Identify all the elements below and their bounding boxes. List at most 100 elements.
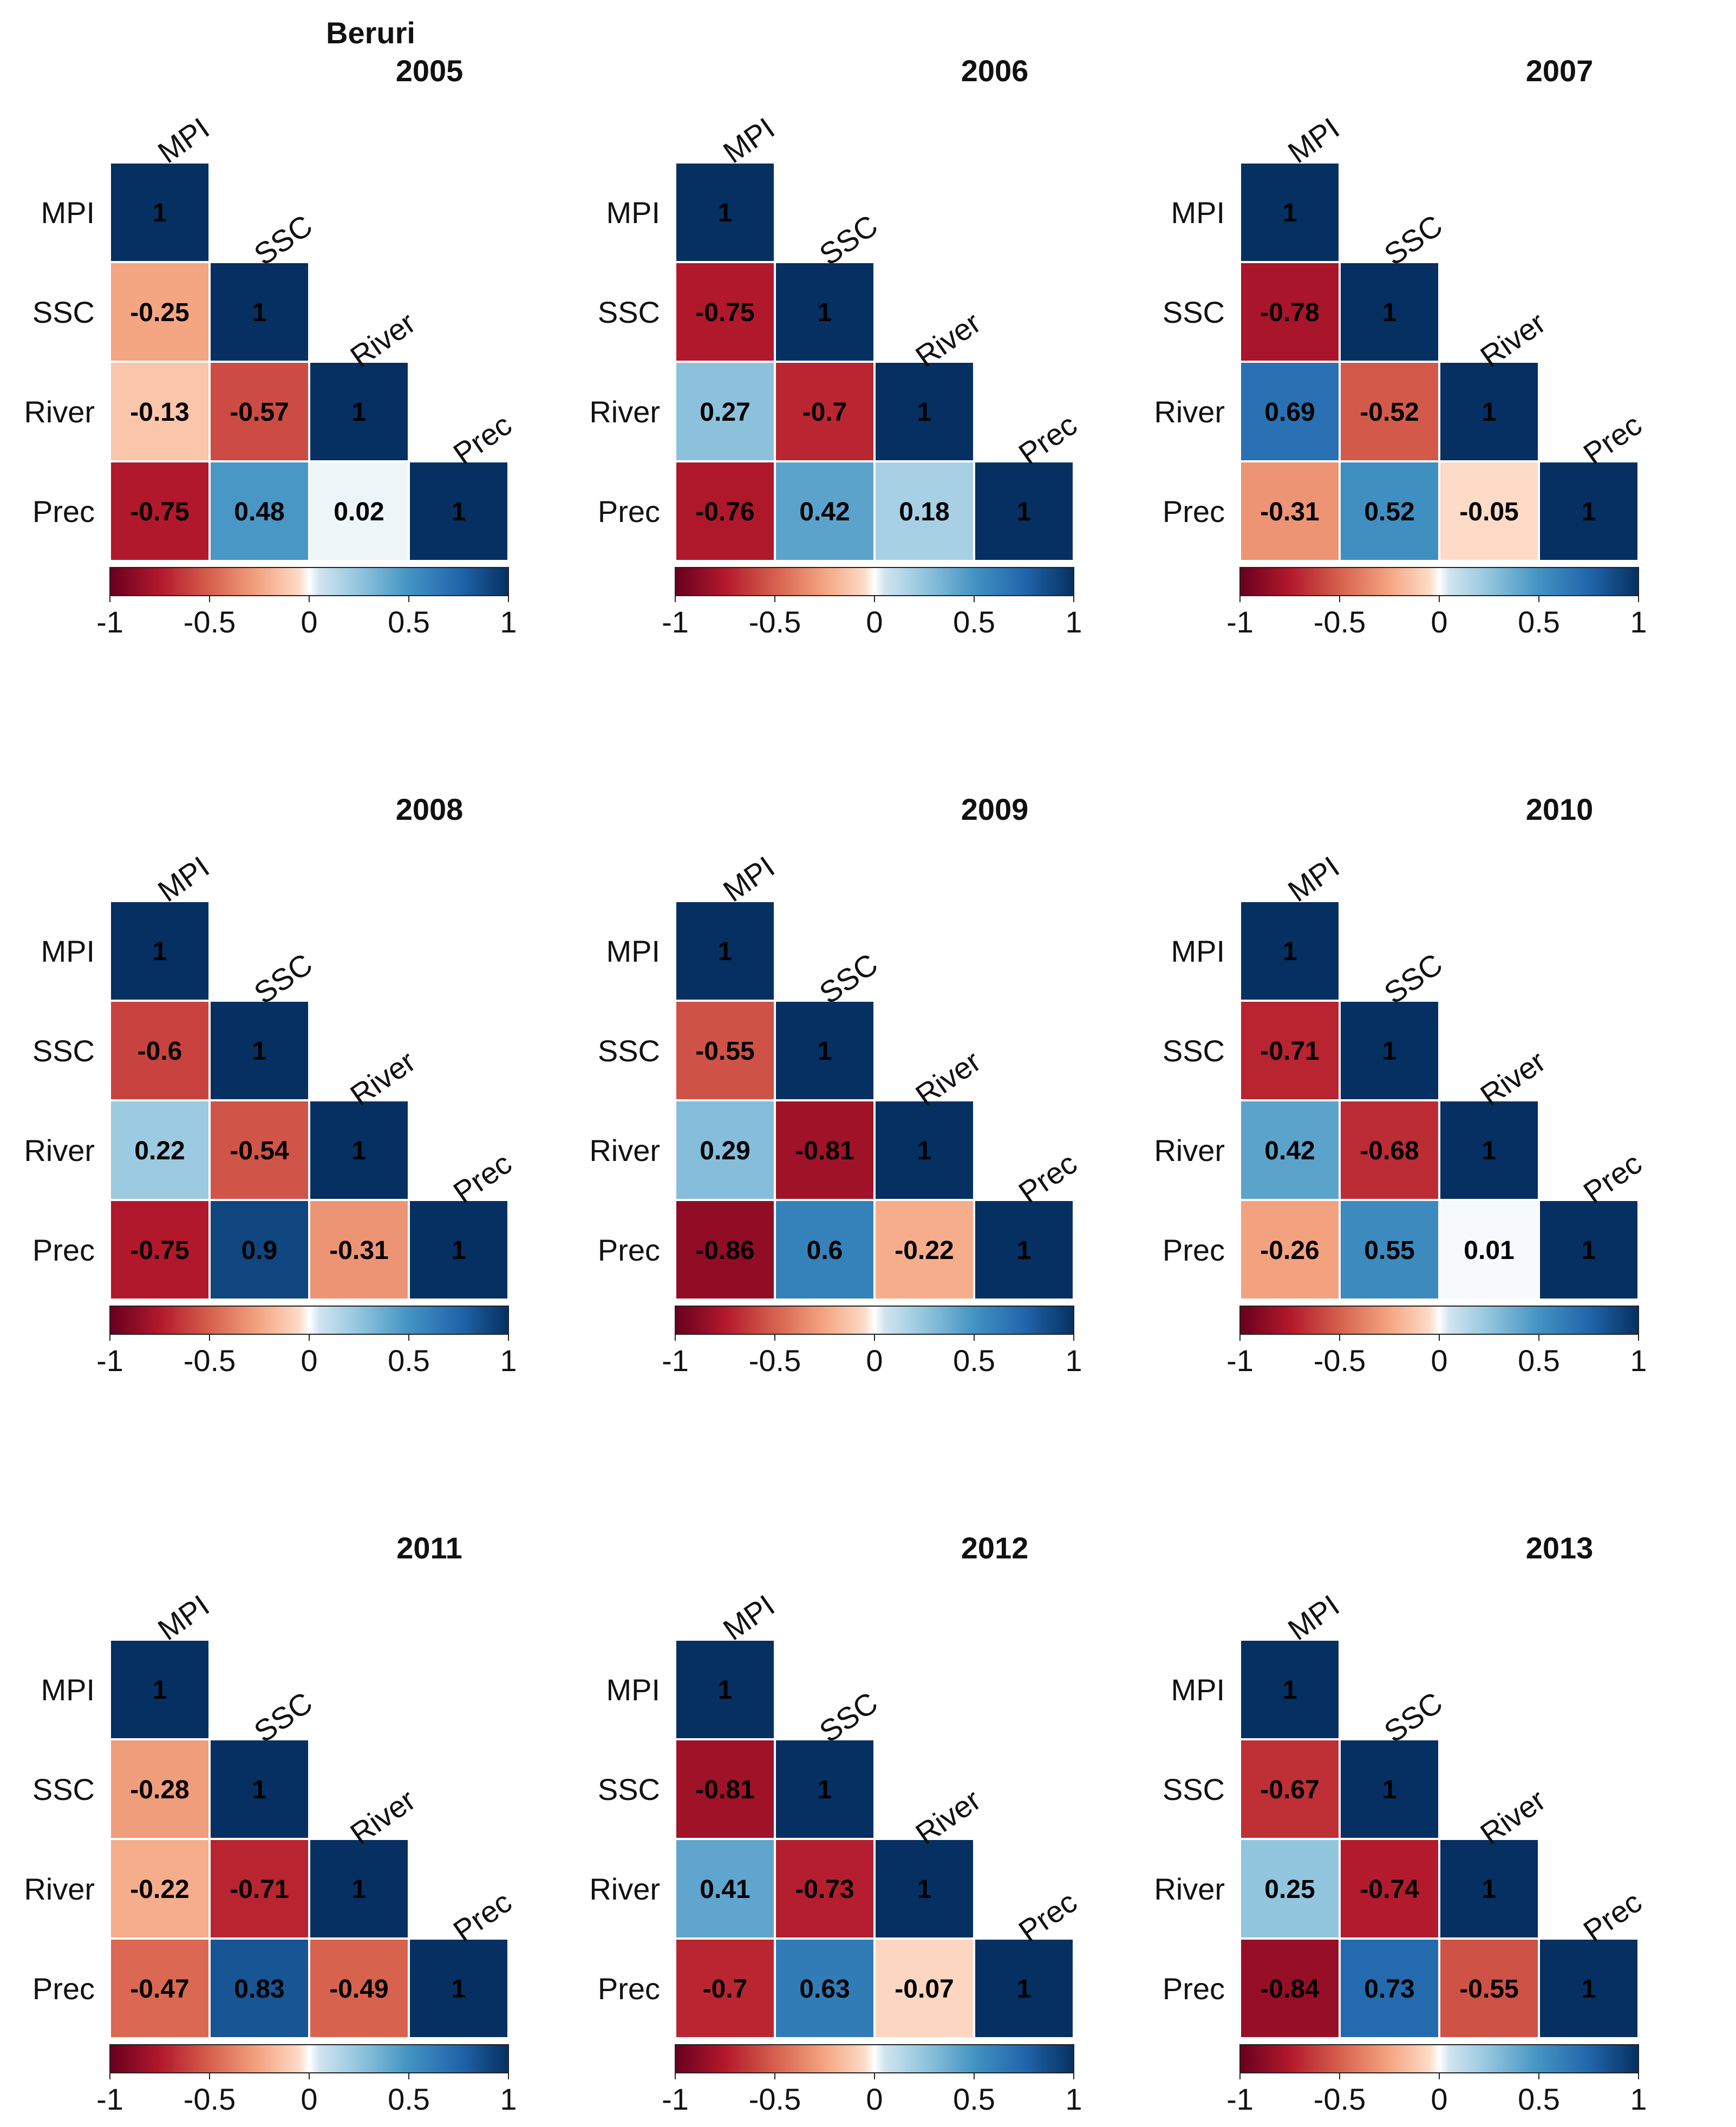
column-label: MPI bbox=[717, 1588, 781, 1647]
heatmap-cell bbox=[1339, 1738, 1440, 1840]
heatmap-cell bbox=[774, 361, 876, 462]
row-label: Prec bbox=[1163, 1233, 1225, 1267]
cell-value-label: 1 bbox=[1283, 1676, 1297, 1705]
colorbar-tick-label: 0.5 bbox=[1518, 605, 1560, 639]
colorbar-tick-label: 0.5 bbox=[1518, 1343, 1560, 1378]
heatmap-cell bbox=[1239, 1639, 1341, 1740]
cell-value-label: 1 bbox=[452, 498, 466, 526]
heatmap-cell bbox=[109, 460, 211, 562]
heatmap-cell bbox=[674, 900, 776, 1002]
row-label: SSC bbox=[32, 295, 95, 329]
heatmap-cell bbox=[1239, 361, 1341, 462]
cell-value-label: 1 bbox=[153, 937, 167, 966]
cell-value-label: 1 bbox=[153, 199, 167, 227]
heatmap-cell bbox=[109, 161, 211, 263]
cell-value-label: 1 bbox=[818, 1037, 832, 1066]
cell-value-label: 0.25 bbox=[1264, 1875, 1315, 1904]
heatmap-cell bbox=[208, 1000, 310, 1101]
colorbar-tick-label: 0.5 bbox=[388, 605, 430, 639]
row-label: Prec bbox=[598, 1972, 660, 2006]
colorbar-tick-label: -0.5 bbox=[749, 1343, 801, 1378]
heatmap-cell bbox=[1239, 1000, 1341, 1101]
cell-value-label: 1 bbox=[352, 1875, 367, 1904]
row-label: River bbox=[1154, 395, 1225, 429]
colorbar-tick-label: 0 bbox=[1431, 1343, 1447, 1378]
row-label: SSC bbox=[32, 1772, 95, 1806]
cell-value-label: -0.26 bbox=[1260, 1236, 1319, 1265]
colorbar-tick-label: 1 bbox=[500, 1343, 517, 1378]
panel-2013: 2013 1 -0.67 1 0.25 -0.74 1 -0.84 0.73 -0.55 1 MPI S… bbox=[1154, 1531, 1648, 2116]
cell-value-label: 1 bbox=[917, 398, 932, 427]
cell-value-label: -0.47 bbox=[130, 1975, 189, 2004]
heatmap-cell bbox=[1339, 1937, 1440, 2039]
colorbar-tick-label: -0.5 bbox=[1314, 2082, 1366, 2116]
panel-2011: 2011 1 -0.28 1 -0.22 -0.71 1 -0.47 0.83 -0.49 1 MPI… bbox=[24, 1531, 518, 2116]
cell-value-label: -0.68 bbox=[1360, 1137, 1419, 1165]
cell-value-label: 1 bbox=[452, 1975, 466, 2004]
heatmap-cell bbox=[109, 261, 211, 363]
heatmap-cell bbox=[308, 460, 410, 562]
heatmap-cell bbox=[1438, 1099, 1540, 1201]
heatmap-cell bbox=[774, 1738, 876, 1840]
cell-value-label: -0.54 bbox=[230, 1137, 289, 1165]
heatmap-cell bbox=[873, 1199, 975, 1301]
row-label: SSC bbox=[598, 295, 660, 329]
cell-value-label: -0.78 bbox=[1260, 298, 1319, 327]
cell-value-label: 1 bbox=[352, 398, 367, 427]
heatmap-cell bbox=[109, 1000, 211, 1101]
row-label: River bbox=[589, 1872, 660, 1906]
heatmap-cell bbox=[408, 1937, 510, 2039]
cell-value-label: 1 bbox=[718, 199, 733, 227]
cell-value-label: 1 bbox=[352, 1137, 367, 1165]
panel-title: 2005 bbox=[396, 54, 464, 88]
colorbar-tick-label: -0.5 bbox=[749, 2082, 801, 2116]
colorbar-tick-label: 0.5 bbox=[388, 2082, 430, 2116]
colorbar bbox=[109, 567, 509, 596]
heatmap-cell bbox=[674, 261, 776, 363]
row-label: MPI bbox=[606, 195, 660, 230]
heatmap-cell bbox=[308, 1838, 410, 1940]
panel-2006: 2006 1 -0.75 1 0.27 -0.7 1 -0.76 0.42 0.18 1 MPI SSC… bbox=[589, 54, 1083, 639]
colorbar-tick-label: 1 bbox=[1630, 605, 1647, 639]
row-label: River bbox=[24, 1872, 95, 1906]
colorbar-tick-label: 0.5 bbox=[953, 605, 995, 639]
cell-value-label: 1 bbox=[1283, 199, 1297, 227]
colorbar-tick-label: 0 bbox=[1431, 605, 1447, 639]
colorbar-tick-label: -1 bbox=[96, 1343, 123, 1378]
row-label: MPI bbox=[1171, 934, 1225, 968]
heatmap-cell bbox=[1339, 1199, 1440, 1301]
cell-value-label: 0.29 bbox=[700, 1137, 750, 1165]
cell-value-label: 0.27 bbox=[700, 398, 750, 427]
heatmap-cell bbox=[109, 1199, 211, 1301]
cell-value-label: -0.76 bbox=[695, 498, 754, 526]
heatmap-cell bbox=[973, 1937, 1075, 2039]
colorbar-tick-label: 1 bbox=[500, 605, 517, 639]
heatmap-cell bbox=[1239, 161, 1341, 263]
row-label: Prec bbox=[1163, 494, 1225, 529]
row-label: MPI bbox=[1171, 1673, 1225, 1707]
column-label: MPI bbox=[1282, 111, 1346, 170]
cell-value-label: 1 bbox=[252, 298, 267, 327]
colorbar-tick-label: 1 bbox=[1630, 2082, 1647, 2116]
heatmap-cell bbox=[1538, 460, 1640, 562]
heatmap-cell bbox=[873, 361, 975, 462]
cell-value-label: -0.55 bbox=[695, 1037, 754, 1066]
colorbar-tick-label: 0 bbox=[301, 605, 317, 639]
row-label: River bbox=[1154, 1133, 1225, 1167]
row-label: Prec bbox=[32, 1233, 95, 1267]
row-label: Prec bbox=[598, 1233, 660, 1267]
heatmap-cell bbox=[674, 161, 776, 263]
cell-value-label: 1 bbox=[252, 1037, 267, 1066]
row-label: SSC bbox=[1163, 295, 1225, 329]
cell-value-label: -0.71 bbox=[1260, 1037, 1319, 1066]
heatmap-cell bbox=[1538, 1199, 1640, 1301]
colorbar bbox=[109, 1306, 509, 1335]
colorbar-tick-label: 0.5 bbox=[953, 2082, 995, 2116]
colorbar-tick-label: 1 bbox=[1065, 605, 1082, 639]
cell-value-label: 1 bbox=[1582, 1236, 1596, 1265]
cell-value-label: -0.55 bbox=[1459, 1975, 1518, 2004]
cell-value-label: 1 bbox=[818, 298, 832, 327]
cell-value-label: 1 bbox=[1482, 1137, 1497, 1165]
heatmap-cell bbox=[774, 460, 876, 562]
